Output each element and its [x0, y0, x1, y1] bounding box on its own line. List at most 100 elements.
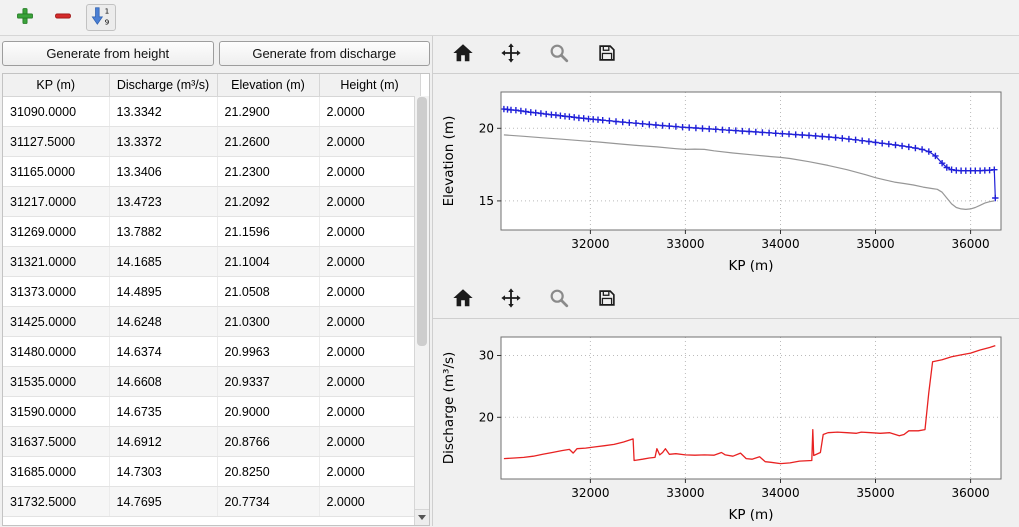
- zoom-button[interactable]: [545, 286, 573, 314]
- column-header[interactable]: Elevation (m): [216, 74, 320, 97]
- table-row[interactable]: 31637.5000 14.6912 20.8766 2.0000: [3, 426, 421, 457]
- table-cell[interactable]: 2.0000: [319, 396, 421, 427]
- add-row-button[interactable]: [10, 4, 40, 31]
- table-cell[interactable]: 14.7303: [109, 456, 218, 487]
- table-cell[interactable]: 2.0000: [319, 156, 421, 187]
- table-cell[interactable]: 20.9000: [217, 396, 320, 427]
- table-cell[interactable]: 2.0000: [319, 336, 421, 367]
- table-cell[interactable]: 31090.0000: [3, 96, 110, 127]
- zoom-button[interactable]: [545, 41, 573, 69]
- save-button[interactable]: [593, 41, 621, 69]
- table-cell[interactable]: 13.3372: [109, 126, 218, 157]
- scrollbar-down-button[interactable]: [415, 509, 429, 525]
- table-cell[interactable]: 2.0000: [319, 456, 421, 487]
- table-cell[interactable]: 2.0000: [319, 276, 421, 307]
- table-row[interactable]: 31217.0000 13.4723 21.2092 2.0000: [3, 186, 421, 217]
- sort-button[interactable]: 1 9: [86, 4, 116, 31]
- table-row[interactable]: 31732.5000 14.7695 20.7734 2.0000: [3, 486, 421, 517]
- table-cell[interactable]: 31373.0000: [3, 276, 110, 307]
- save-icon: [596, 42, 618, 67]
- table-cell[interactable]: 21.1004: [217, 246, 320, 277]
- table-cell[interactable]: 20.8766: [217, 426, 320, 457]
- save-button[interactable]: [593, 286, 621, 314]
- table-cell[interactable]: 14.6735: [109, 396, 218, 427]
- table-row[interactable]: 31535.0000 14.6608 20.9337 2.0000: [3, 366, 421, 397]
- table-cell[interactable]: 31165.0000: [3, 156, 110, 187]
- generate-from-height-button[interactable]: Generate from height: [2, 41, 214, 66]
- table-cell[interactable]: 20.9337: [217, 366, 320, 397]
- table-row[interactable]: 31269.0000 13.7882 21.1596 2.0000: [3, 216, 421, 247]
- table-cell[interactable]: 21.2092: [217, 186, 320, 217]
- table-row[interactable]: 31127.5000 13.3372 21.2600 2.0000: [3, 126, 421, 157]
- table-cell[interactable]: 13.3406: [109, 156, 218, 187]
- table-cell[interactable]: 31535.0000: [3, 366, 110, 397]
- table-cell[interactable]: 31321.0000: [3, 246, 110, 277]
- table-cell[interactable]: 21.1596: [217, 216, 320, 247]
- table-row[interactable]: 31165.0000 13.3406 21.2300 2.0000: [3, 156, 421, 187]
- table-cell[interactable]: 20.7734: [217, 486, 320, 517]
- elevation-chart[interactable]: 32000 33000 34000 35000 36000 15 20 KP (m) Eleva…: [437, 82, 1015, 278]
- table-cell[interactable]: 14.6374: [109, 336, 218, 367]
- table-cell[interactable]: 2.0000: [319, 426, 421, 457]
- generate-from-discharge-button[interactable]: Generate from discharge: [218, 41, 430, 66]
- data-table[interactable]: KP (m) Discharge (m³/s) Elevation (m) Heigh…: [3, 74, 421, 517]
- table-cell[interactable]: 2.0000: [319, 96, 421, 127]
- discharge-chart[interactable]: 32000 33000 34000 35000 36000 20 30 KP (m) Disch…: [437, 327, 1015, 527]
- sort-ascending-icon: 1 9: [90, 5, 112, 30]
- table-cell[interactable]: 2.0000: [319, 306, 421, 337]
- table-cell[interactable]: 31425.0000: [3, 306, 110, 337]
- table-header-row: KP (m) Discharge (m³/s) Elevation (m) Heigh…: [3, 74, 421, 97]
- table-cell[interactable]: 14.6912: [109, 426, 218, 457]
- table-row[interactable]: 31425.0000 14.6248 21.0300 2.0000: [3, 306, 421, 337]
- table-row[interactable]: 31321.0000 14.1685 21.1004 2.0000: [3, 246, 421, 277]
- home-button[interactable]: [449, 286, 477, 314]
- pan-button[interactable]: [497, 41, 525, 69]
- table-row[interactable]: 31480.0000 14.6374 20.9963 2.0000: [3, 336, 421, 367]
- y-tick-label: 20: [479, 411, 494, 425]
- table-cell[interactable]: 31269.0000: [3, 216, 110, 247]
- table-cell[interactable]: 13.4723: [109, 186, 218, 217]
- table-cell[interactable]: 31127.5000: [3, 126, 110, 157]
- table-cell[interactable]: 31685.0000: [3, 456, 110, 487]
- table-cell[interactable]: 14.6248: [109, 306, 218, 337]
- table-cell[interactable]: 2.0000: [319, 486, 421, 517]
- table-cell[interactable]: 2.0000: [319, 246, 421, 277]
- table-row[interactable]: 31373.0000 14.4895 21.0508 2.0000: [3, 276, 421, 307]
- table-cell[interactable]: 31732.5000: [3, 486, 110, 517]
- table-cell[interactable]: 21.0300: [217, 306, 320, 337]
- table-cell[interactable]: 2.0000: [319, 186, 421, 217]
- column-header[interactable]: Discharge (m³/s): [108, 74, 218, 97]
- zoom-icon: [548, 287, 570, 312]
- table-cell[interactable]: 31217.0000: [3, 186, 110, 217]
- pan-button[interactable]: [497, 286, 525, 314]
- table-row[interactable]: 31590.0000 14.6735 20.9000 2.0000: [3, 396, 421, 427]
- table-scrollbar[interactable]: [414, 96, 429, 525]
- table-row[interactable]: 31685.0000 14.7303 20.8250 2.0000: [3, 456, 421, 487]
- table-cell[interactable]: 14.1685: [109, 246, 218, 277]
- table-cell[interactable]: 31590.0000: [3, 396, 110, 427]
- table-cell[interactable]: 14.6608: [109, 366, 218, 397]
- table-cell[interactable]: 13.7882: [109, 216, 218, 247]
- table-cell[interactable]: 14.4895: [109, 276, 218, 307]
- table-cell[interactable]: 2.0000: [319, 216, 421, 247]
- series-discharge: [503, 344, 996, 465]
- table-cell[interactable]: 31637.5000: [3, 426, 110, 457]
- table-cell[interactable]: 21.0508: [217, 276, 320, 307]
- table-cell[interactable]: 2.0000: [319, 366, 421, 397]
- table-cell[interactable]: 13.3342: [109, 96, 218, 127]
- pan-icon: [500, 42, 522, 67]
- table-cell[interactable]: 2.0000: [319, 126, 421, 157]
- table-cell[interactable]: 31480.0000: [3, 336, 110, 367]
- table-cell[interactable]: 14.7695: [109, 486, 218, 517]
- table-cell[interactable]: 20.8250: [217, 456, 320, 487]
- column-header[interactable]: KP (m): [3, 74, 110, 97]
- home-button[interactable]: [449, 41, 477, 69]
- table-cell[interactable]: 21.2600: [217, 126, 320, 157]
- table-cell[interactable]: 20.9963: [217, 336, 320, 367]
- table-cell[interactable]: 21.2900: [217, 96, 320, 127]
- column-header[interactable]: Height (m): [318, 74, 421, 97]
- scrollbar-thumb[interactable]: [417, 97, 427, 346]
- table-cell[interactable]: 21.2300: [217, 156, 320, 187]
- remove-row-button[interactable]: [48, 4, 78, 31]
- table-row[interactable]: 31090.0000 13.3342 21.2900 2.0000: [3, 96, 421, 127]
